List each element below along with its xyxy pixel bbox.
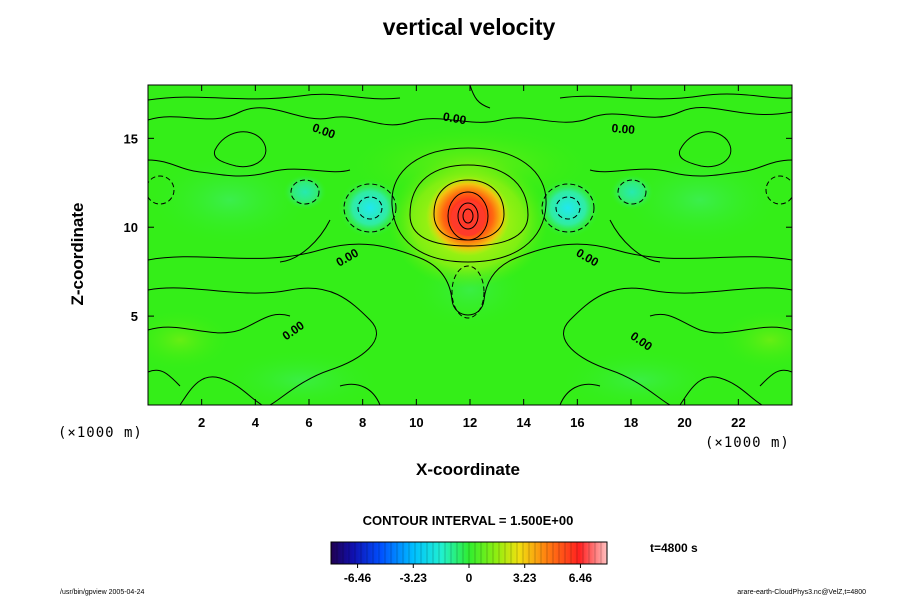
x-tick-label: 12 (463, 415, 477, 430)
downdraft-left (338, 178, 402, 238)
colorbar-gradient (331, 542, 607, 564)
x-axis-label: X-coordinate (416, 460, 520, 479)
footer-left: /usr/bin/gpview 2005-04-24 (60, 589, 145, 596)
x-axis-ticks: 2 4 6 8 10 12 14 16 18 20 22 (198, 85, 746, 430)
x-tick-label: 8 (359, 415, 366, 430)
y-tick-label: 15 (124, 131, 138, 146)
x-unit-right: (×1000 m) (705, 435, 790, 451)
x-tick-label: 4 (252, 415, 260, 430)
contour-lines (148, 85, 792, 405)
x-unit-left: (×1000 m) (58, 425, 143, 441)
colorbar-tick-label: -3.23 (400, 571, 428, 585)
x-tick-label: 2 (198, 415, 205, 430)
contour-interval-label: CONTOUR INTERVAL = 1.500E+00 (362, 513, 574, 528)
downdraft-right (536, 178, 600, 238)
y-axis-label: Z-coordinate (68, 202, 87, 306)
colorbar-tick-label: 6.46 (569, 571, 593, 585)
y-axis-ticks: 5 10 15 (124, 131, 792, 324)
negative-contours (148, 175, 792, 319)
chart-title: vertical velocity (382, 14, 556, 40)
x-tick-label: 20 (677, 415, 691, 430)
x-tick-label: 22 (731, 415, 745, 430)
colorbar: -6.46 -3.23 0 3.23 6.46 (330, 541, 608, 585)
x-tick-label: 16 (570, 415, 584, 430)
x-tick-label: 18 (624, 415, 638, 430)
colorbar-tick-label: 3.23 (513, 571, 537, 585)
time-label: t=4800 s (650, 541, 698, 555)
colorbar-tick-label: -6.46 (344, 571, 372, 585)
x-tick-label: 14 (516, 415, 531, 430)
heatmap-field: 0.000.000.000.00 0.000.00 0.00 (148, 85, 792, 405)
colorbar-tick-label: 0 (466, 571, 473, 585)
x-tick-label: 6 (305, 415, 312, 430)
footer-right: arare-earth-CloudPhys3.nc@VelZ,t=4800 (737, 589, 866, 596)
y-tick-label: 10 (124, 220, 138, 235)
x-tick-label: 10 (409, 415, 423, 430)
contour-label: 0.00 (611, 121, 636, 137)
colorbar-ticks: -6.46 -3.23 0 3.23 6.46 (344, 564, 593, 585)
contour-label: 0.00 (442, 109, 468, 127)
y-tick-label: 5 (131, 309, 138, 324)
